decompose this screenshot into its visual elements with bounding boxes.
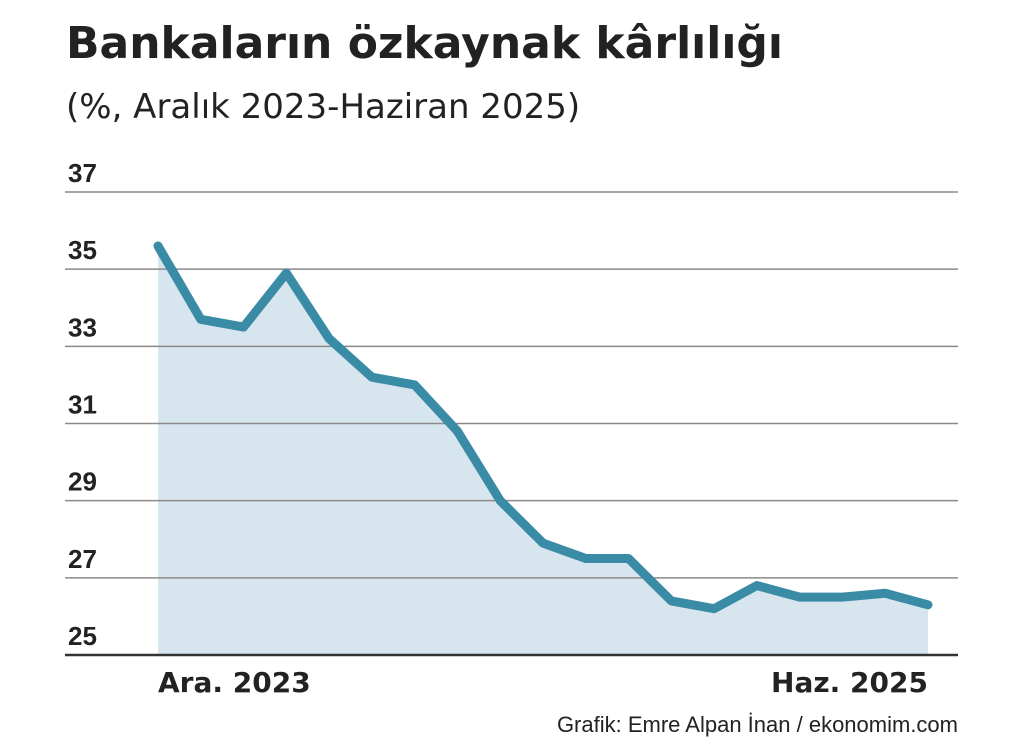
y-tick-label: 29	[68, 467, 97, 497]
x-tick-label: Ara. 2023	[158, 666, 311, 699]
y-tick-label: 33	[68, 312, 97, 342]
chart-title: Bankaların özkaynak kârlılığı	[66, 18, 783, 69]
y-tick-label: 35	[68, 235, 97, 265]
y-tick-label: 37	[68, 158, 97, 188]
line	[153, 241, 933, 614]
area	[158, 246, 928, 655]
y-tick-label: 31	[68, 390, 97, 420]
source: Grafik: Emre Alpan İnan / ekonomim.com	[557, 712, 958, 737]
x-tick-label: Haz. 2025	[771, 666, 928, 699]
y-tick-label: 27	[68, 544, 97, 574]
chart-subtitle: (%, Aralık 2023-Haziran 2025)	[66, 87, 580, 127]
y-tick-label: 25	[68, 621, 97, 651]
